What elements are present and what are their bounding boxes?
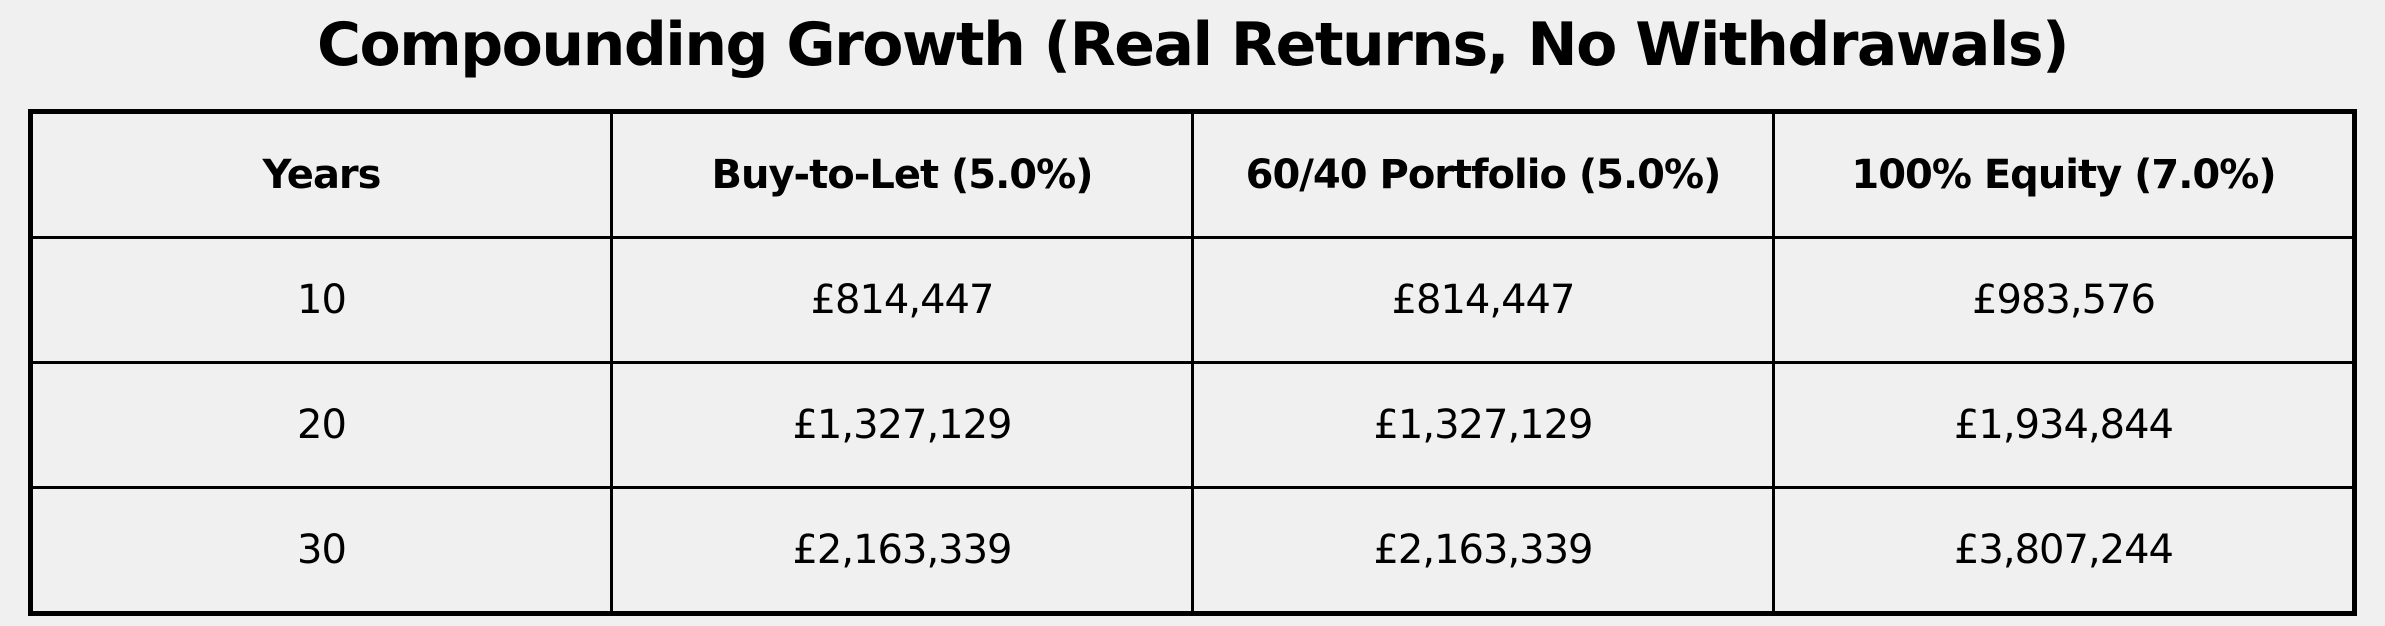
header-buy-to-let: Buy-to-Let (5.0%) — [610, 110, 1194, 239]
cell-buy-to-let: £2,163,339 — [610, 486, 1194, 615]
header-100-equity: 100% Equity (7.0%) — [1772, 110, 2356, 239]
table-row: 30 £2,163,339 £2,163,339 £3,807,244 — [29, 486, 2356, 615]
cell-60-40-portfolio: £2,163,339 — [1191, 486, 1775, 615]
compounding-growth-table: Years Buy-to-Let (5.0%) 60/40 Portfolio … — [28, 109, 2357, 616]
cell-100-equity: £3,807,244 — [1772, 486, 2356, 615]
table-row: 20 £1,327,129 £1,327,129 £1,934,844 — [29, 361, 2356, 489]
header-60-40-portfolio: 60/40 Portfolio (5.0%) — [1191, 110, 1775, 239]
cell-years: 30 — [29, 486, 613, 615]
cell-buy-to-let: £814,447 — [610, 236, 1194, 364]
cell-60-40-portfolio: £1,327,129 — [1191, 361, 1775, 489]
table-header-row: Years Buy-to-Let (5.0%) 60/40 Portfolio … — [29, 110, 2356, 239]
cell-100-equity: £983,576 — [1772, 236, 2356, 364]
cell-years: 10 — [29, 236, 613, 364]
page-title: Compounding Growth (Real Returns, No Wit… — [316, 10, 2070, 80]
cell-years: 20 — [29, 361, 613, 489]
cell-100-equity: £1,934,844 — [1772, 361, 2356, 489]
cell-60-40-portfolio: £814,447 — [1191, 236, 1775, 364]
cell-buy-to-let: £1,327,129 — [610, 361, 1194, 489]
header-years: Years — [29, 110, 613, 239]
table-row: 10 £814,447 £814,447 £983,576 — [29, 236, 2356, 364]
